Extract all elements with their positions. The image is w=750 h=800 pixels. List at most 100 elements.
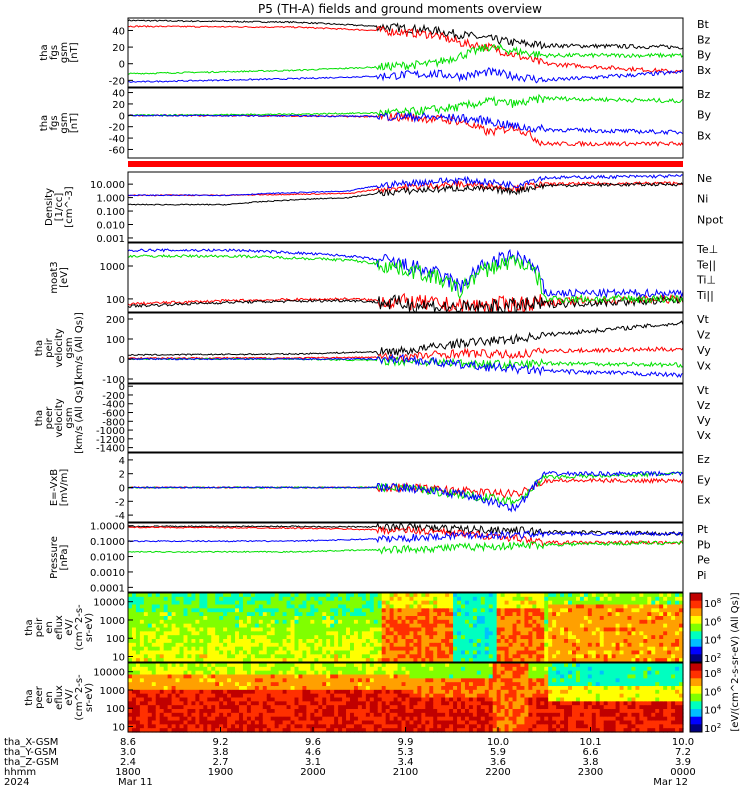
panel-6: VtVzVyVx0-200-400-600-800-1000-1200-1400… xyxy=(34,382,712,454)
heatmap-cell xyxy=(560,612,565,617)
heatmap-cell xyxy=(151,716,157,722)
heatmap-cell xyxy=(421,658,426,663)
heatmap-cell xyxy=(258,646,264,652)
heatmap-cell xyxy=(385,686,391,691)
heatmap-cell xyxy=(583,619,589,625)
heatmap-cell xyxy=(171,666,177,672)
heatmap-cell xyxy=(215,686,220,691)
heatmap-cell xyxy=(131,716,137,722)
heatmap-cell xyxy=(516,705,522,710)
heatmap-cell xyxy=(488,709,494,714)
heatmap-cell xyxy=(417,670,422,676)
heatmap-cell xyxy=(393,705,399,710)
heatmap-cell xyxy=(254,686,260,691)
heatmap-cell xyxy=(556,689,561,695)
heatmap-cell xyxy=(536,682,541,687)
heatmap-cell xyxy=(187,596,193,602)
heatmap-cell xyxy=(171,646,177,652)
heatmap-cell xyxy=(472,593,478,598)
heatmap-cell xyxy=(599,619,605,625)
heatmap-cell xyxy=(282,658,288,663)
heatmap-cell xyxy=(131,646,137,652)
y-tick-label: 2 xyxy=(119,470,125,481)
heatmap-cell xyxy=(476,663,482,668)
heatmap-cell xyxy=(334,608,339,613)
heatmap-cell xyxy=(409,728,415,733)
heatmap-cell xyxy=(262,596,268,602)
heatmap-cell xyxy=(611,697,617,702)
heatmap-cell xyxy=(179,674,185,679)
heatmap-cell xyxy=(357,701,363,706)
heatmap-cell xyxy=(512,724,518,729)
heatmap-cell xyxy=(266,670,272,676)
heatmap-cell xyxy=(223,716,228,722)
heatmap-cell xyxy=(548,693,553,699)
heatmap-cell xyxy=(468,674,474,679)
heatmap-cell xyxy=(457,705,462,710)
heatmap-cell xyxy=(191,642,196,648)
heatmap-cell xyxy=(591,728,597,733)
heatmap-cell xyxy=(615,616,621,621)
heatmap-cell xyxy=(595,705,601,710)
heatmap-cell xyxy=(365,650,371,655)
heatmap-cell xyxy=(207,616,212,621)
heatmap-cell xyxy=(147,646,153,652)
heatmap-cell xyxy=(365,600,371,606)
heatmap-cell xyxy=(274,682,280,687)
heatmap-cell xyxy=(544,697,549,702)
heatmap-cell xyxy=(409,642,415,648)
heatmap-cell xyxy=(603,720,609,725)
heatmap-cell xyxy=(353,674,359,679)
heatmap-cell xyxy=(219,658,224,663)
heatmap-cell xyxy=(302,724,307,729)
heatmap-cell xyxy=(663,654,668,659)
heatmap-cell xyxy=(179,712,185,718)
heatmap-cell xyxy=(437,619,442,625)
heatmap-cell xyxy=(195,612,200,617)
heatmap-cell xyxy=(207,705,212,710)
heatmap-cell xyxy=(441,619,446,625)
heatmap-cell xyxy=(417,674,422,679)
heatmap-cell xyxy=(504,619,510,625)
heatmap-cell xyxy=(294,686,300,691)
heatmap-cell xyxy=(595,642,601,648)
heatmap-cell xyxy=(488,593,494,598)
heatmap-cell xyxy=(235,627,240,632)
heatmap-cell xyxy=(409,712,415,718)
heatmap-cell xyxy=(575,712,581,718)
y-tick-label: 0.0100 xyxy=(90,553,125,564)
heatmap-cell xyxy=(457,697,462,702)
heatmap-cell xyxy=(429,678,434,683)
heatmap-cell xyxy=(651,608,656,613)
heatmap-cell xyxy=(239,639,244,644)
heatmap-cell xyxy=(195,701,200,706)
heatmap-cell xyxy=(564,616,569,621)
heatmap-cell xyxy=(151,604,157,609)
heatmap-cell xyxy=(417,712,422,718)
y-tick-label: -4 xyxy=(115,511,125,522)
heatmap-cell xyxy=(167,654,173,659)
heatmap-cell xyxy=(623,670,629,676)
heatmap-cell xyxy=(488,728,494,733)
heatmap-cell xyxy=(587,701,593,706)
heatmap-cell xyxy=(560,716,565,722)
y-tick-label: 100 xyxy=(106,634,125,645)
heatmap-cell xyxy=(504,728,510,733)
heatmap-cell xyxy=(143,728,149,733)
y-tick-label: 1.0000 xyxy=(90,522,125,533)
heatmap-cell xyxy=(286,709,292,714)
heatmap-cell xyxy=(377,674,383,679)
heatmap-cell xyxy=(250,697,256,702)
heatmap-cell xyxy=(595,670,601,676)
heatmap-cell xyxy=(242,623,248,629)
heatmap-cell xyxy=(425,682,430,687)
heatmap-cell xyxy=(353,701,359,706)
heatmap-cell xyxy=(619,666,625,672)
heatmap-cell xyxy=(568,596,573,602)
heatmap-cell xyxy=(433,709,438,714)
heatmap-cell xyxy=(262,612,268,617)
heatmap-cell xyxy=(461,646,466,652)
heatmap-cell xyxy=(655,593,660,598)
heatmap-cell xyxy=(516,623,522,629)
